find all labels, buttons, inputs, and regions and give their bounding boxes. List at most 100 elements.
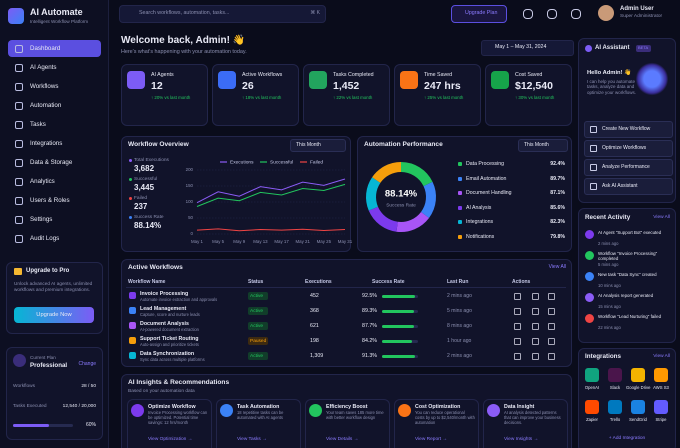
integration-logo[interactable] xyxy=(631,400,645,414)
kpi-label: Active Workflows xyxy=(242,72,283,78)
workflow-desc: Auto-assign and prioritize tickets xyxy=(140,341,199,347)
action-icon[interactable] xyxy=(548,308,555,315)
nav-item[interactable]: AI Agents xyxy=(30,64,57,71)
action-icon[interactable] xyxy=(548,353,555,360)
overview-period[interactable] xyxy=(290,139,346,152)
insight-text: Invoice Processing workflow can be optim… xyxy=(148,410,208,425)
action-icon[interactable] xyxy=(532,308,539,315)
nav-item[interactable]: Users & Roles xyxy=(30,197,70,204)
insight-link[interactable]: View Tasks → xyxy=(237,437,267,442)
performance-period[interactable] xyxy=(518,139,568,152)
plan-name: Professional xyxy=(30,362,68,369)
nav-item[interactable]: Integrations xyxy=(30,140,63,147)
integration-logo[interactable] xyxy=(585,368,599,382)
nav-item[interactable]: Dashboard xyxy=(30,45,61,52)
insights-title: AI Insights & Recommendations xyxy=(128,379,230,386)
integration-logo[interactable] xyxy=(654,368,668,382)
search-shortcut: ⌘ K xyxy=(310,10,320,16)
nav-item[interactable]: Settings xyxy=(30,216,53,223)
insight-link[interactable]: View Report → xyxy=(415,437,448,442)
integration-logo[interactable] xyxy=(608,368,622,382)
workflow-name[interactable]: Document Analysis xyxy=(140,320,189,327)
workflow-desc: Capture, score and nurture leads xyxy=(140,311,200,317)
action-icon[interactable] xyxy=(532,323,539,330)
status-pill xyxy=(248,292,268,300)
nav-icon xyxy=(15,197,23,205)
last-run: 5 mins ago xyxy=(447,308,472,314)
nav-icon xyxy=(15,178,23,186)
assistant-action-label: Optimize Workflows xyxy=(602,144,647,151)
insight-link[interactable]: View Insights → xyxy=(504,437,539,442)
nav-item[interactable]: Automation xyxy=(30,102,62,109)
performance-title: Automation Performance xyxy=(364,141,443,148)
upgrade-button[interactable]: Upgrade Now xyxy=(14,307,94,323)
assistant-action[interactable] xyxy=(584,121,673,138)
add-integration[interactable]: + Add Integration xyxy=(608,436,646,441)
stat-value: 3,682 xyxy=(134,164,155,173)
integration-name: SendGrid xyxy=(629,417,647,422)
insight-text: Your team saves 185 more time with bette… xyxy=(326,410,384,420)
search-box[interactable] xyxy=(119,5,326,23)
legend-dot xyxy=(458,205,462,210)
table-header: Workflow Name xyxy=(128,279,166,285)
action-icon[interactable] xyxy=(514,293,521,300)
insight-link[interactable]: View Details → xyxy=(326,437,359,442)
nav-active[interactable] xyxy=(8,40,101,57)
kpi-label: Tasks Completed xyxy=(333,72,374,78)
action-icon[interactable] xyxy=(514,353,521,360)
integration-logo[interactable] xyxy=(654,400,668,414)
assistant-action[interactable] xyxy=(584,140,673,157)
assistant-action[interactable] xyxy=(584,159,673,176)
workflow-name[interactable]: Data Synchronization xyxy=(140,350,195,357)
insight-link[interactable]: View Optimization → xyxy=(148,437,193,442)
nav-item[interactable]: Analytics xyxy=(30,178,55,185)
action-icon[interactable] xyxy=(514,323,521,330)
activity-text: New task "Data Sync" created xyxy=(598,272,657,277)
integration-name: AWS S3 xyxy=(653,385,669,390)
integration-name: Trello xyxy=(609,417,621,422)
insight-icon xyxy=(487,404,500,417)
integration-name: Zapier xyxy=(586,417,598,422)
workflow-name[interactable]: Lead Management xyxy=(140,305,187,312)
action-icon[interactable] xyxy=(532,293,539,300)
insight-icon xyxy=(398,404,411,417)
progress-fill xyxy=(13,424,49,427)
action-icon[interactable] xyxy=(548,323,555,330)
legend-value: 85.6% xyxy=(550,204,565,211)
top-icon[interactable] xyxy=(547,9,557,19)
integration-logo[interactable] xyxy=(631,368,645,382)
executions: 368 xyxy=(310,308,319,314)
avatar[interactable] xyxy=(598,5,614,21)
action-icon[interactable] xyxy=(532,353,539,360)
nav-icon xyxy=(15,45,23,53)
upgrade-plan[interactable] xyxy=(451,5,507,23)
nav-item[interactable]: Workflows xyxy=(30,83,59,90)
integration-logo[interactable] xyxy=(608,400,622,414)
workflow-desc: Sync data across multiple platforms xyxy=(140,356,205,362)
kpi-value: 247 hrs xyxy=(424,80,461,92)
workflow-name[interactable]: Support Ticket Routing xyxy=(140,335,199,342)
activity-time: 10 mins ago xyxy=(598,283,621,288)
action-glyph xyxy=(590,145,597,152)
assistant-action[interactable] xyxy=(584,178,673,195)
integration-logo[interactable] xyxy=(585,400,599,414)
workflow-name[interactable]: Invoice Processing xyxy=(140,290,189,297)
overview-period-label: This Month xyxy=(296,142,321,148)
action-icon[interactable] xyxy=(548,293,555,300)
legend-name: AI Analysis xyxy=(466,204,492,211)
action-icon[interactable] xyxy=(514,338,521,345)
activity-icon xyxy=(585,293,594,302)
kpi-icon xyxy=(491,71,509,89)
action-icon[interactable] xyxy=(548,338,555,345)
action-icon[interactable] xyxy=(514,308,521,315)
nav-item[interactable]: Tasks xyxy=(30,121,46,128)
action-icon[interactable] xyxy=(532,338,539,345)
nav-item[interactable]: Data & Storage xyxy=(30,159,73,166)
logo xyxy=(8,8,24,24)
top-icon[interactable] xyxy=(523,9,533,19)
last-run: 2 mins ago xyxy=(447,293,472,299)
nav-item[interactable]: Audit Logs xyxy=(30,235,60,242)
top-icon[interactable] xyxy=(571,9,581,19)
date-picker[interactable] xyxy=(481,40,574,56)
